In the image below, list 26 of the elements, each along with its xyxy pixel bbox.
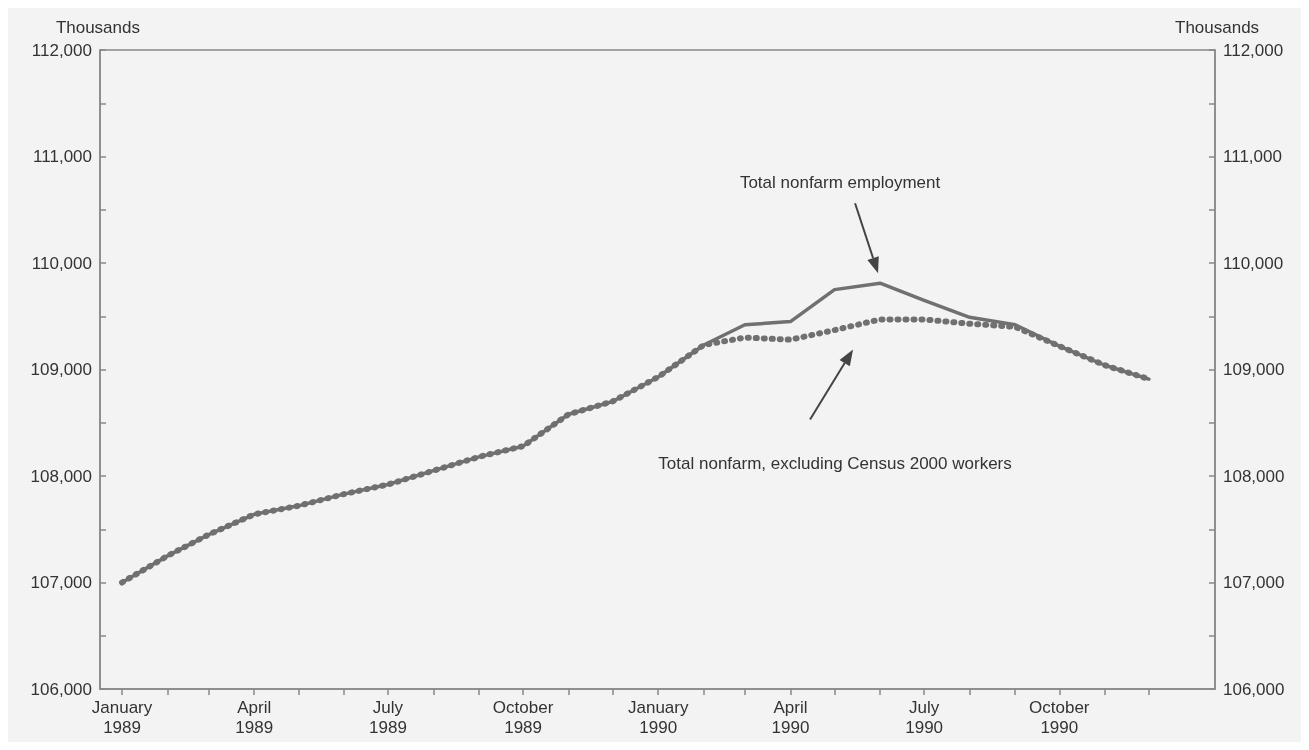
x-tick-label: October 1990 <box>1029 697 1090 737</box>
y2-tick-label: 110,000 <box>1223 253 1284 273</box>
y-tick-label: 107,000 <box>30 573 92 592</box>
y2-tick-label: 108,000 <box>1223 466 1285 486</box>
x-tick-label: July 1989 <box>369 697 407 737</box>
x-tick-label: July 1990 <box>905 697 944 737</box>
annotation: Total nonfarm employment <box>739 173 941 193</box>
y2-tick-label: 111,000 <box>1223 147 1282 166</box>
y2-tick-label: 112,000 <box>1223 40 1284 60</box>
y-tick-label: 108,000 <box>30 466 92 486</box>
x-tick-label: January 1989 <box>91 697 153 737</box>
annotation: Total nonfarm, excluding Census 2000 workers <box>658 454 1012 474</box>
y-tick-label: 110,000 <box>31 253 92 273</box>
y-axis-title: Thousands <box>55 18 140 37</box>
x-tick-label: April 1989 <box>235 697 274 737</box>
x-tick-label: October 1989 <box>492 697 554 737</box>
x-tick-label: April 1990 <box>771 697 810 737</box>
y-tick-label: 111,000 <box>33 147 92 166</box>
x-tick-label: January 1990 <box>627 697 689 737</box>
y2-tick-label: 106,000 <box>1223 679 1285 699</box>
y-tick-label: 109,000 <box>30 360 92 379</box>
y-tick-label: 106,000 <box>30 679 92 699</box>
y-tick-label: 112,000 <box>31 40 92 60</box>
y2-axis-title: Thousands <box>1175 18 1260 37</box>
y2-tick-label: 109,000 <box>1223 360 1285 379</box>
y2-tick-label: 107,000 <box>1223 573 1285 592</box>
